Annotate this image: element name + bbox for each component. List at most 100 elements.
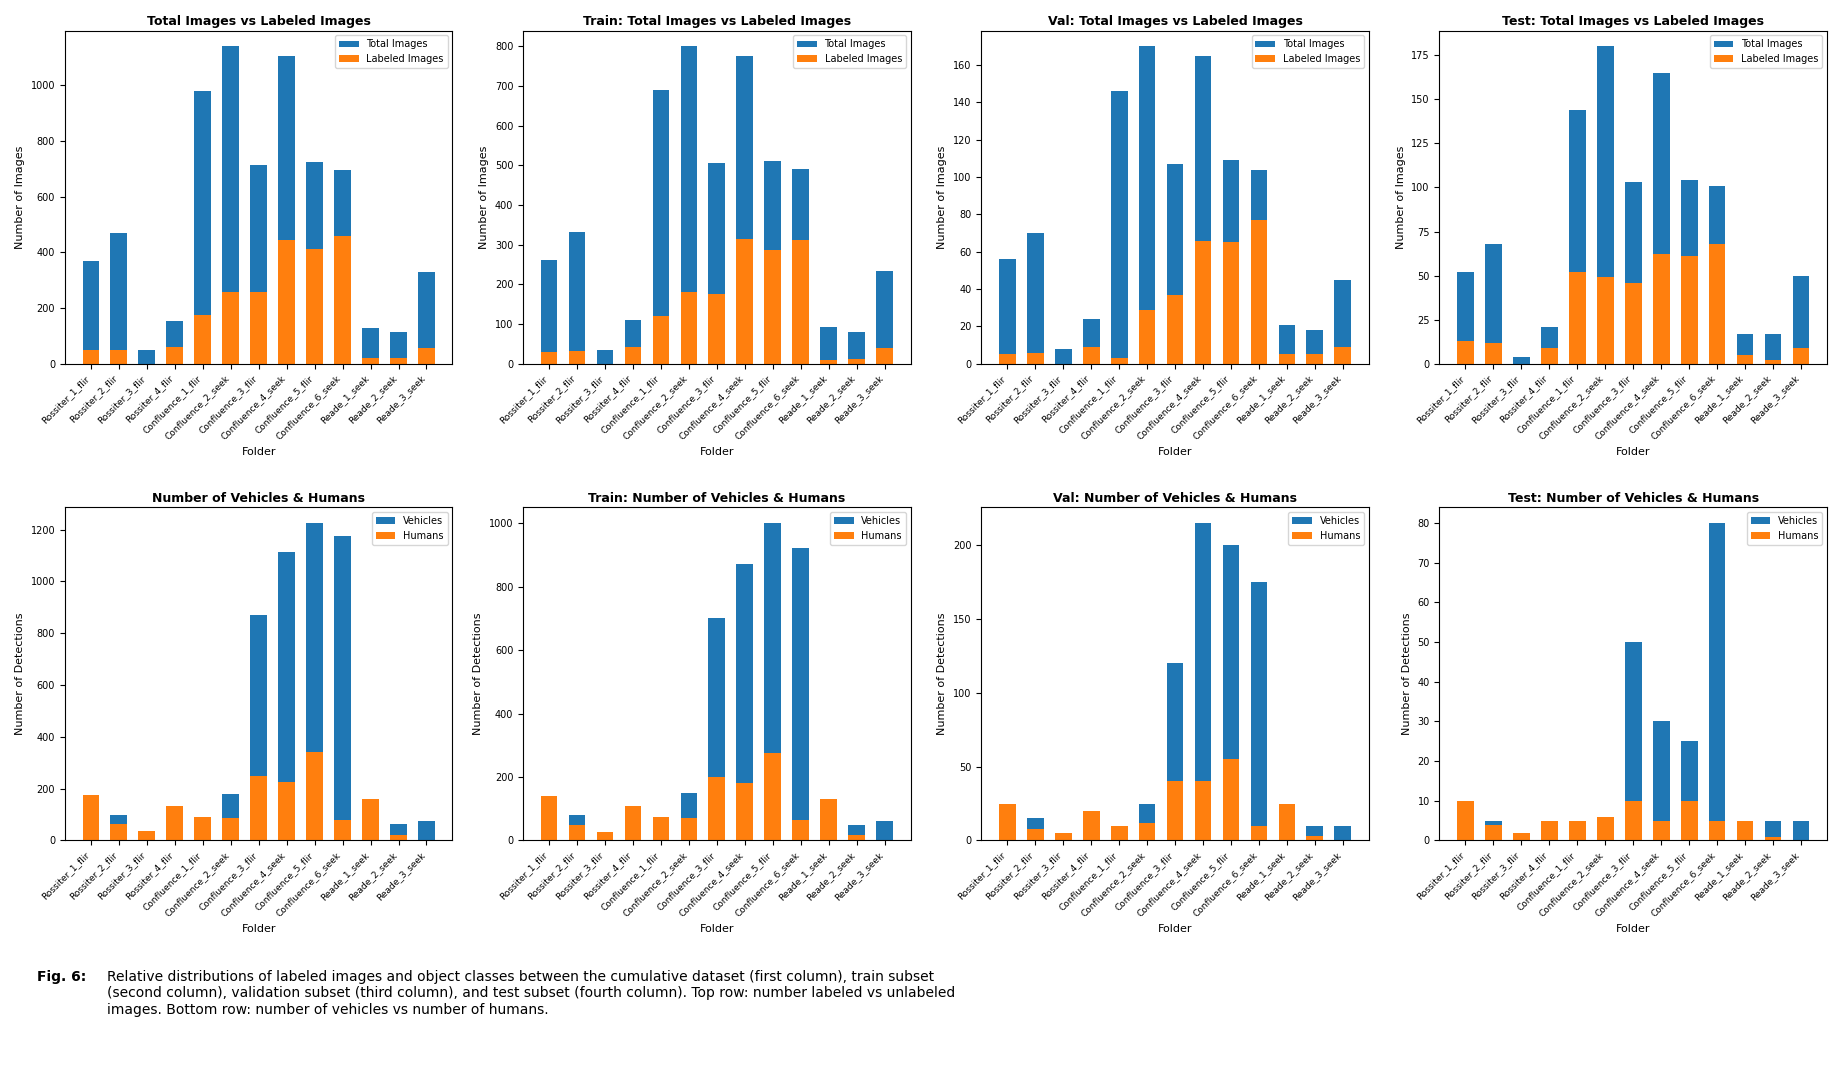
Bar	[418, 347, 435, 363]
Bar	[877, 821, 893, 841]
Bar	[1512, 357, 1529, 363]
Bar	[597, 839, 613, 841]
Bar	[542, 796, 558, 841]
Bar	[1111, 358, 1127, 363]
Bar	[1138, 309, 1155, 363]
Bar	[1138, 803, 1155, 841]
Bar	[391, 358, 407, 363]
Bar	[1334, 826, 1352, 841]
Bar	[1278, 355, 1295, 363]
Bar	[138, 350, 155, 363]
Bar	[1055, 833, 1072, 841]
X-axis label: Folder: Folder	[1615, 924, 1650, 934]
Y-axis label: Number of Images: Number of Images	[938, 146, 947, 249]
Bar	[998, 259, 1015, 363]
Title: Test: Number of Vehicles & Humans: Test: Number of Vehicles & Humans	[1507, 492, 1759, 505]
Legend: Total Images, Labeled Images: Total Images, Labeled Images	[1709, 36, 1822, 68]
Bar	[363, 799, 379, 841]
Bar	[709, 294, 726, 363]
Bar	[83, 830, 99, 841]
Bar	[1055, 349, 1072, 363]
Bar	[652, 817, 669, 841]
Bar	[195, 91, 212, 363]
Bar	[1652, 820, 1669, 841]
Bar	[1737, 820, 1754, 841]
Bar	[998, 355, 1015, 363]
Bar	[1138, 823, 1155, 841]
Bar	[278, 240, 295, 363]
Bar	[251, 776, 267, 841]
Bar	[1195, 782, 1212, 841]
Bar	[251, 292, 267, 363]
Bar	[1569, 110, 1586, 363]
Bar	[1625, 282, 1641, 363]
Bar	[1485, 825, 1501, 841]
Bar	[1680, 180, 1698, 363]
Bar	[624, 347, 641, 363]
Bar	[1055, 839, 1072, 841]
Bar	[1457, 820, 1474, 841]
Bar	[278, 56, 295, 363]
Bar	[1709, 523, 1726, 841]
Bar	[1680, 257, 1698, 363]
Bar	[1026, 233, 1044, 363]
Bar	[1166, 164, 1183, 363]
Bar	[1709, 820, 1726, 841]
Legend: Vehicles, Humans: Vehicles, Humans	[1288, 512, 1363, 544]
Bar	[418, 821, 435, 841]
Bar	[333, 170, 352, 363]
Bar	[1306, 826, 1323, 841]
Bar	[1138, 46, 1155, 363]
Legend: Vehicles, Humans: Vehicles, Humans	[831, 512, 906, 544]
Bar	[1166, 782, 1183, 841]
Bar	[166, 320, 182, 363]
Bar	[363, 358, 379, 363]
Bar	[569, 232, 586, 363]
Bar	[1597, 820, 1614, 841]
X-axis label: Folder: Folder	[1615, 447, 1650, 457]
Bar	[1597, 277, 1614, 363]
Bar	[223, 793, 239, 841]
Bar	[1223, 243, 1240, 363]
Y-axis label: Number of Detections: Number of Detections	[15, 612, 26, 735]
Bar	[166, 805, 182, 841]
Bar	[1083, 811, 1100, 841]
Bar	[391, 835, 407, 841]
Title: Val: Number of Vehicles & Humans: Val: Number of Vehicles & Humans	[1054, 492, 1297, 505]
Bar	[998, 833, 1015, 841]
Bar	[306, 162, 322, 363]
Bar	[1709, 185, 1726, 363]
Bar	[1597, 817, 1614, 841]
Bar	[1542, 820, 1558, 841]
Bar	[333, 536, 352, 841]
Bar	[624, 805, 641, 841]
Y-axis label: Number of Images: Number of Images	[479, 146, 490, 249]
Bar	[1278, 803, 1295, 841]
Bar	[1111, 829, 1127, 841]
Title: Train: Total Images vs Labeled Images: Train: Total Images vs Labeled Images	[582, 15, 851, 28]
Bar	[792, 820, 809, 841]
Bar	[849, 825, 866, 841]
Legend: Vehicles, Humans: Vehicles, Humans	[1746, 512, 1822, 544]
Bar	[166, 347, 182, 363]
X-axis label: Folder: Folder	[241, 447, 276, 457]
Bar	[764, 754, 781, 841]
Bar	[83, 350, 99, 363]
Bar	[792, 169, 809, 363]
Y-axis label: Number of Detections: Number of Detections	[938, 612, 947, 735]
Bar	[1306, 355, 1323, 363]
Bar	[1083, 319, 1100, 363]
Bar	[542, 831, 558, 841]
Bar	[83, 796, 99, 841]
Bar	[1457, 272, 1474, 363]
Bar	[223, 818, 239, 841]
Bar	[737, 784, 753, 841]
Bar	[391, 332, 407, 363]
Bar	[1195, 56, 1212, 363]
Bar	[1792, 276, 1809, 363]
Bar	[680, 292, 698, 363]
Bar	[1625, 642, 1641, 841]
Bar	[820, 839, 836, 841]
Bar	[1792, 348, 1809, 363]
Title: Val: Total Images vs Labeled Images: Val: Total Images vs Labeled Images	[1048, 15, 1302, 28]
